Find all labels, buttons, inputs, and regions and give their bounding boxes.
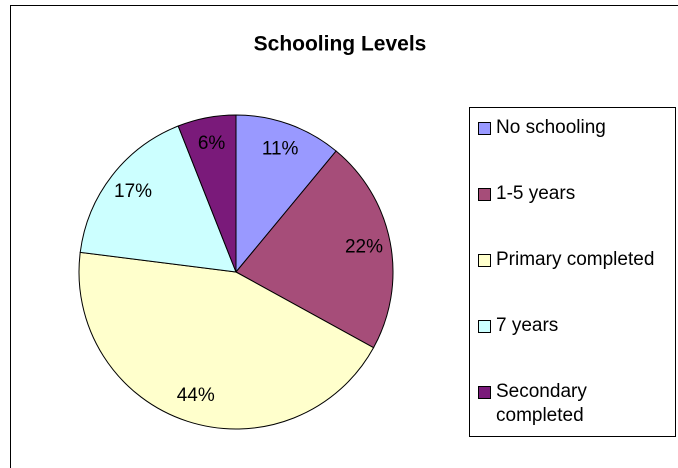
legend-swatch — [478, 254, 491, 267]
pie-slice — [78, 251, 375, 430]
legend-item: 1-5 years — [478, 182, 674, 206]
pie-slice — [79, 125, 237, 273]
pie-slice — [235, 114, 337, 274]
chart-title: Schooling Levels — [254, 33, 427, 56]
pie-slice — [235, 150, 394, 349]
data-label: 6% — [198, 133, 226, 154]
legend-swatch — [478, 386, 491, 399]
legend-item: Primary completed — [478, 248, 674, 272]
legend-swatch — [478, 122, 491, 135]
pie-slice — [177, 114, 237, 273]
legend-swatch — [478, 188, 491, 201]
legend-label: 1-5 years — [496, 183, 576, 204]
legend-label: Secondary completed — [496, 381, 587, 426]
legend-swatch — [478, 320, 491, 333]
legend-label: No schooling — [496, 117, 606, 138]
data-label: 11% — [262, 138, 299, 159]
legend: No schooling 1-5 years Primary completed 7 … — [469, 107, 676, 437]
data-label: 17% — [114, 181, 152, 202]
data-label: 22% — [345, 237, 383, 258]
legend-label: 7 years — [496, 315, 559, 336]
data-label: 44% — [177, 385, 215, 406]
legend-label: Primary completed — [496, 249, 655, 270]
legend-item: No schooling — [478, 116, 674, 140]
legend-item: 7 years — [478, 314, 674, 338]
legend-item: Secondary completed — [478, 380, 674, 428]
